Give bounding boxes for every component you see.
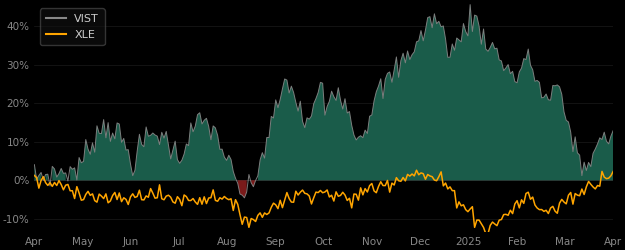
Legend: VIST, XLE: VIST, XLE [40, 8, 105, 45]
